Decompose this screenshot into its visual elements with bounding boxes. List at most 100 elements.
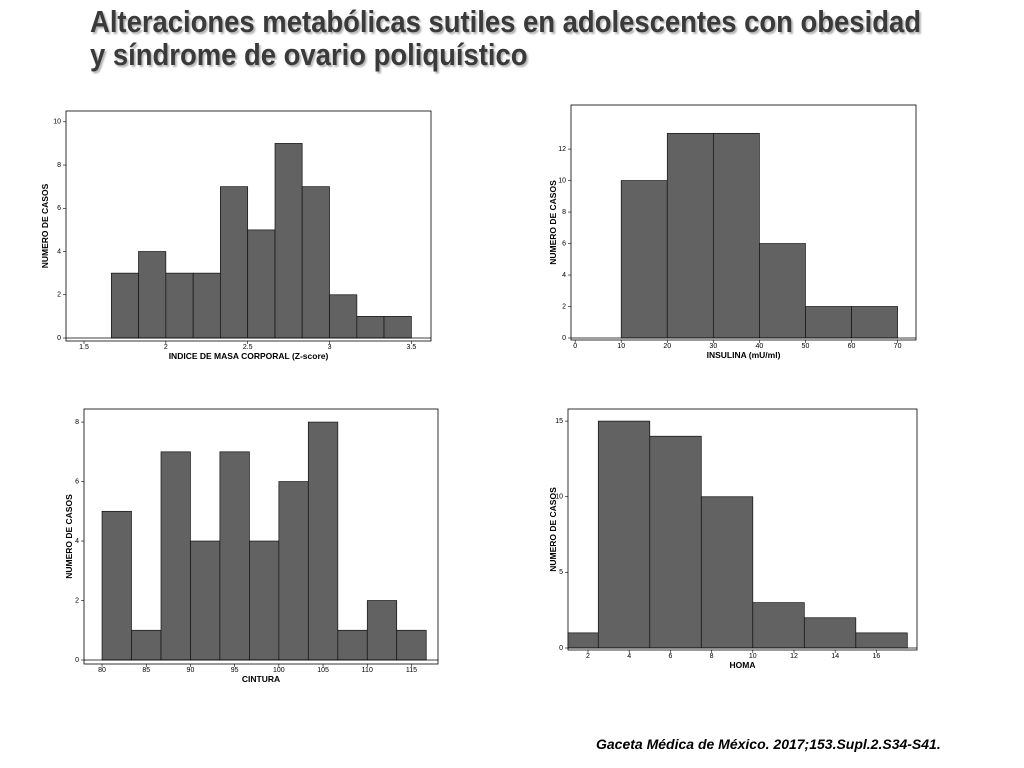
x-tick-label: 6	[668, 653, 672, 660]
y-tick-label: 6	[562, 240, 566, 247]
histogram-bar	[620, 180, 668, 339]
histogram-bar	[219, 186, 249, 339]
histogram-bar	[759, 243, 806, 339]
y-tick-label: 6	[57, 205, 61, 212]
histogram-bar	[249, 540, 280, 661]
y-tick-label: 8	[562, 209, 566, 216]
y-tick-label: 4	[57, 248, 61, 255]
histogram-bar	[307, 421, 339, 661]
histogram-bar	[712, 132, 760, 339]
x-tick-label: 30	[709, 343, 717, 350]
y-tick-label: 6	[75, 478, 79, 485]
y-tick-label: 2	[562, 303, 566, 310]
x-tick-label: 95	[231, 667, 239, 674]
x-tick-label: 3.5	[406, 344, 416, 351]
histogram-bar	[597, 420, 651, 649]
y-tick-label: 2	[75, 597, 79, 604]
imc-histogram: 0 2 4 6 8 10 1.5 2 2.5 3 3.5 INDICE DE MASA CORPORA…	[40, 110, 432, 361]
y-tick-label: 10	[558, 177, 566, 184]
x-tick-label: 105	[317, 667, 329, 674]
histogram-bar	[274, 143, 303, 339]
histogram-bar	[567, 632, 599, 649]
histogram-bar	[666, 132, 714, 339]
x-tick-label: 4	[627, 653, 631, 660]
title-line-1: Alteraciones metabólicas sutiles en adol…	[90, 4, 921, 39]
y-axis-label: NUMERO DE CASOS	[64, 494, 74, 579]
x-tick-label: 40	[755, 343, 763, 350]
histogram-bar	[855, 632, 908, 649]
title-line-2: y síndrome de ovario poliquístico	[90, 37, 528, 72]
x-tick-label: 14	[831, 653, 839, 660]
x-tick-label: 10	[749, 653, 757, 660]
histogram-bar	[851, 306, 898, 339]
histogram-bar	[356, 316, 385, 339]
histogram-bar	[219, 451, 250, 661]
x-tick-label: 20	[663, 343, 671, 350]
x-tick-label: 85	[142, 667, 150, 674]
histogram-bar	[337, 629, 368, 661]
histogram-bar	[131, 629, 162, 661]
y-tick-label: 12	[558, 146, 566, 153]
y-tick-label: 8	[75, 419, 79, 426]
x-tick-label: 0	[573, 343, 577, 350]
x-axis-label: CINTURA	[242, 674, 280, 684]
citation: Gaceta Médica de México. 2017;153.Supl.2…	[596, 736, 941, 752]
histogram-bar	[803, 617, 857, 649]
histogram-bar	[700, 496, 754, 649]
x-tick-label: 110	[362, 667, 373, 674]
x-tick-label: 12	[790, 653, 798, 660]
histogram-bar	[278, 481, 309, 661]
histogram-bar	[192, 272, 221, 339]
y-tick-label: 10	[53, 119, 61, 126]
x-axis-label: INSULINA (mU/ml)	[707, 350, 781, 360]
histogram-bar	[383, 316, 412, 339]
y-tick-label: 5	[559, 569, 563, 576]
homa-histogram: 0 5 10 15 2 4 6 8 10 12 14 16 HOMA NUMERO DE CASOS	[548, 408, 918, 670]
x-tick-label: 2	[586, 653, 590, 660]
y-tick-label: 2	[57, 292, 61, 299]
insulina-histogram: 0 2 4 6 8 10 12 0 10 20 30 40 50 60 70 INSULINA (mU/ml)…	[548, 104, 917, 360]
x-tick-label: 80	[98, 667, 106, 674]
x-tick-label: 2.5	[243, 344, 253, 351]
histogram-bar	[752, 602, 805, 649]
histogram-bar	[101, 510, 132, 661]
x-tick-label: 16	[873, 653, 881, 660]
histogram-bar	[138, 251, 167, 339]
y-tick-label: 8	[57, 162, 61, 169]
x-tick-label: 115	[406, 667, 417, 674]
x-tick-label: 2	[164, 344, 168, 351]
histogram-bar	[649, 435, 702, 649]
y-tick-label: 15	[555, 418, 563, 425]
y-tick-label: 4	[75, 538, 79, 545]
histogram-bar	[301, 186, 330, 339]
histogram-bar	[329, 294, 358, 339]
histogram-bar	[366, 600, 398, 661]
x-axis-label: HOMA	[730, 660, 756, 670]
y-tick-label: 0	[562, 335, 566, 342]
x-tick-label: 60	[848, 343, 856, 350]
histogram-bar	[805, 306, 852, 339]
x-tick-label: 1.5	[79, 344, 89, 351]
y-axis-label: NUMERO DE CASOS	[548, 180, 558, 265]
x-tick-label: 3	[328, 344, 332, 351]
y-tick-label: 0	[75, 657, 79, 664]
histogram-bar	[160, 451, 191, 661]
x-axis-label: INDICE DE MASA CORPORAL (Z-score)	[169, 351, 329, 361]
x-tick-label: 8	[710, 653, 714, 660]
y-axis-label: NUMERO DE CASOS	[548, 487, 558, 572]
histogram-bar	[247, 229, 276, 339]
x-tick-label: 70	[894, 343, 902, 350]
y-tick-label: 4	[562, 272, 566, 279]
y-tick-label: 10	[555, 494, 563, 501]
histogram-bar	[165, 272, 194, 339]
x-tick-label: 90	[187, 667, 195, 674]
histogram-bar	[190, 540, 221, 661]
histogram-bar	[396, 629, 427, 661]
x-tick-label: 50	[802, 343, 810, 350]
x-tick-label: 100	[273, 667, 285, 674]
histogram-bar	[110, 272, 139, 339]
slide-title: Alteraciones metabólicas sutiles en adol…	[90, 5, 921, 71]
x-tick-label: 10	[617, 343, 625, 350]
